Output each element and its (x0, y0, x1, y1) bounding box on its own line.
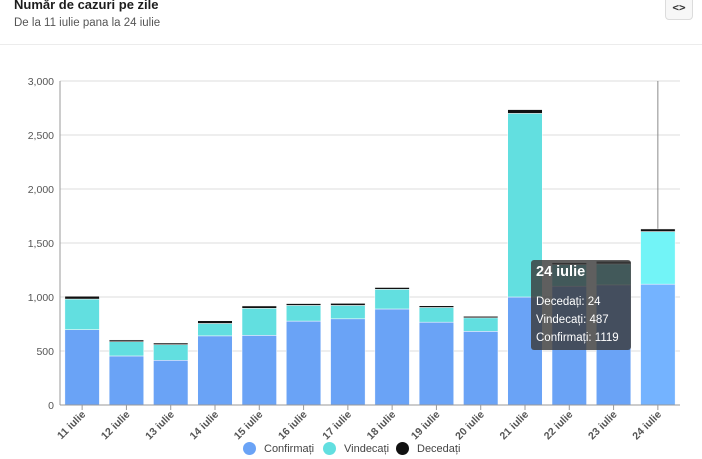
recovered-segment[interactable] (374, 289, 410, 310)
x-tick-label: 17 iulie (320, 409, 354, 440)
bar-stack[interactable] (507, 109, 543, 406)
y-tick-label: 0 (48, 400, 54, 412)
deaths-segment[interactable] (108, 339, 144, 342)
confirmed-segment[interactable] (418, 321, 454, 406)
legend-label-confirmed: Confirmați (264, 442, 315, 455)
bar-stack[interactable] (197, 320, 233, 406)
y-tick-label: 1,000 (28, 292, 54, 304)
deaths-segment[interactable] (197, 320, 233, 324)
deaths-segment[interactable] (241, 305, 277, 309)
recovered-segment[interactable] (330, 305, 366, 320)
y-tick-label: 500 (36, 346, 54, 358)
legend-item-recovered[interactable]: Vindecați (323, 442, 389, 455)
confirmed-segment[interactable] (241, 335, 277, 406)
confirmed-segment[interactable] (640, 283, 676, 406)
chart-subtitle: De la 11 iulie pana la 24 iulie (14, 17, 161, 29)
y-tick-label: 2,000 (28, 184, 54, 196)
y-tick-label: 1,500 (28, 238, 54, 250)
y-tick-label: 3,000 (28, 76, 54, 88)
deaths-segment[interactable] (463, 316, 499, 319)
stacked-bar-chart: 0 500 1,000 1,500 2,000 2,500 3,000 11 iulie 12… (28, 76, 680, 440)
bar-stack[interactable] (374, 287, 410, 406)
x-tick-label: 23 iulie (586, 409, 620, 440)
y-axis: 0 500 1,000 1,500 2,000 2,500 3,000 (28, 76, 61, 412)
legend-item-deaths[interactable]: Decedați (396, 442, 460, 455)
confirmed-segment[interactable] (463, 331, 499, 406)
legend-item-confirmed[interactable]: Confirmați (243, 442, 314, 455)
confirmed-segment[interactable] (153, 360, 189, 406)
bar-stack[interactable] (108, 339, 144, 406)
x-tick-label: 21 iulie (497, 409, 531, 440)
x-tick-label: 24 iulie (630, 409, 664, 440)
tooltip-title: 24 iulie (536, 264, 586, 280)
hover-tooltip: 24 iulie Decedați: 24 Vindecați: 487 Con… (531, 260, 631, 350)
bar-stack[interactable] (286, 303, 322, 406)
bar-area (64, 109, 676, 406)
bar-stack[interactable] (330, 303, 366, 406)
recovered-segment[interactable] (418, 307, 454, 323)
bar-stack[interactable] (418, 305, 454, 406)
x-tick-label: 11 iulie (55, 409, 88, 440)
recovered-segment[interactable] (64, 298, 100, 330)
x-tick-label: 16 iulie (276, 409, 310, 440)
chart-legend: Confirmați Vindecați Decedați (0, 442, 702, 459)
recovered-segment[interactable] (108, 341, 144, 357)
deaths-segment[interactable] (374, 287, 410, 290)
x-tick-label: 12 iulie (99, 409, 133, 440)
confirmed-segment[interactable] (64, 329, 100, 406)
x-tick-label: 15 iulie (232, 409, 266, 440)
deaths-segment[interactable] (418, 305, 454, 308)
x-tick-label: 18 iulie (365, 409, 399, 440)
x-tick-label: 19 iulie (409, 409, 443, 440)
deaths-segment[interactable] (507, 109, 543, 114)
confirmed-segment[interactable] (286, 320, 322, 406)
legend-label-deaths: Decedați (417, 442, 461, 455)
legend-label-recovered: Vindecați (344, 442, 390, 455)
x-tick-label: 20 iulie (453, 409, 487, 440)
x-tick-label: 14 iulie (187, 409, 221, 440)
chart-title: Număr de cazuri pe zile (14, 0, 159, 12)
legend-dot-recovered (323, 442, 336, 455)
recovered-segment[interactable] (153, 344, 189, 361)
deaths-segment[interactable] (640, 228, 676, 232)
recovered-segment[interactable] (640, 231, 676, 285)
deaths-segment[interactable] (330, 303, 366, 306)
deaths-segment[interactable] (286, 303, 322, 306)
tooltip-confirmed: Confirmați: 1119 (536, 332, 619, 344)
legend-dot-confirmed (243, 442, 256, 455)
x-axis: 11 iulie 12 iulie 13 iulie 14 iulie 15 iulie… (55, 404, 680, 440)
bar-stack[interactable] (463, 316, 499, 406)
confirmed-segment[interactable] (108, 355, 144, 406)
x-tick-label: 13 iulie (143, 409, 177, 440)
tooltip-recovered: Vindecați: 487 (536, 314, 609, 326)
y-tick-label: 2,500 (28, 130, 54, 142)
confirmed-segment[interactable] (374, 308, 410, 406)
confirmed-segment[interactable] (330, 318, 366, 406)
confirmed-segment[interactable] (197, 335, 233, 406)
x-tick-label: 22 iulie (542, 409, 576, 440)
chart-header: Număr de cazuri pe zile De la 11 iulie p… (0, 0, 702, 45)
tooltip-deaths: Decedați: 24 (536, 296, 601, 308)
bar-stack[interactable] (640, 228, 676, 406)
deaths-segment[interactable] (153, 342, 189, 345)
bar-stack[interactable] (64, 295, 100, 406)
deaths-segment[interactable] (64, 295, 100, 300)
recovered-segment[interactable] (241, 308, 277, 336)
grid-lines (60, 80, 680, 406)
bar-stack[interactable] (241, 305, 277, 406)
recovered-segment[interactable] (463, 317, 499, 332)
recovered-segment[interactable] (286, 305, 322, 322)
embed-code-button[interactable]: <> (665, 0, 693, 20)
legend-dot-deaths (396, 442, 409, 455)
bar-stack[interactable] (153, 342, 189, 406)
recovered-segment[interactable] (197, 323, 233, 337)
